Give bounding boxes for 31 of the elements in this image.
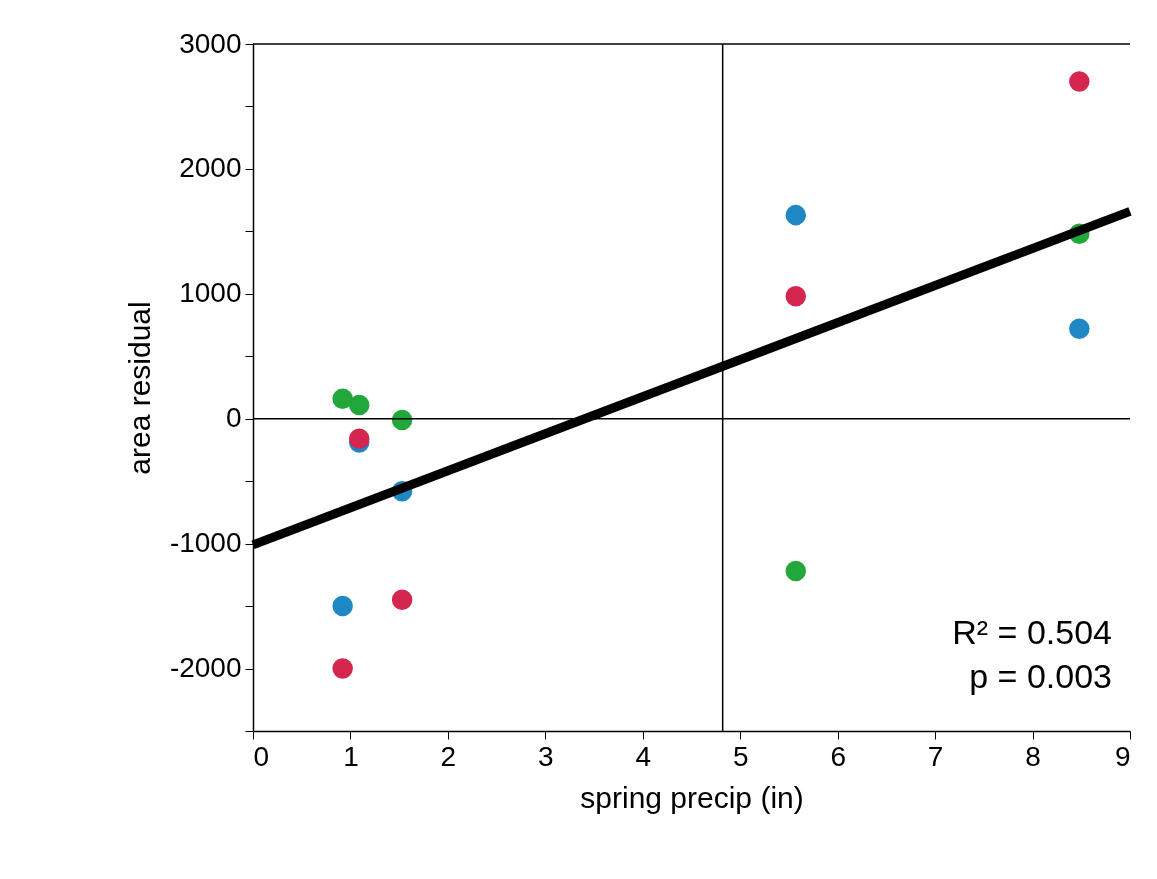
x-tick-label: 2 (440, 740, 457, 772)
point (1069, 318, 1090, 340)
y-tick-label: -2000 (169, 652, 242, 684)
x-tick-label: 3 (538, 740, 554, 772)
y-axis-title: area residual (122, 301, 156, 475)
y-tick-label: 3000 (179, 27, 242, 59)
point (391, 589, 413, 611)
x-tick-label: 9 (1114, 740, 1131, 772)
point (332, 595, 353, 617)
point (391, 409, 413, 431)
point (348, 394, 370, 416)
point (332, 658, 353, 679)
x-tick-label: 7 (927, 740, 944, 772)
x-tick-label: 5 (732, 740, 749, 772)
point (785, 560, 807, 582)
annotation: R² = 0.504 (952, 613, 1112, 651)
x-tick-label: 0 (253, 740, 270, 772)
x-axis-title: spring precip (in) (580, 780, 804, 814)
x-tick-label: 4 (635, 740, 652, 772)
x-tick-label: 1 (343, 740, 359, 772)
y-tick-label: 2000 (179, 152, 242, 184)
y-tick-label: 1000 (179, 277, 242, 309)
y-tick-label: -1000 (169, 527, 242, 559)
x-tick-label: 6 (830, 740, 846, 772)
x-tick-label: 8 (1025, 740, 1041, 772)
point (785, 204, 807, 226)
annotation: p = 0.003 (969, 657, 1112, 695)
point (332, 388, 353, 409)
y-tick-label: 0 (225, 402, 242, 434)
point (785, 286, 807, 307)
point (1069, 71, 1090, 92)
